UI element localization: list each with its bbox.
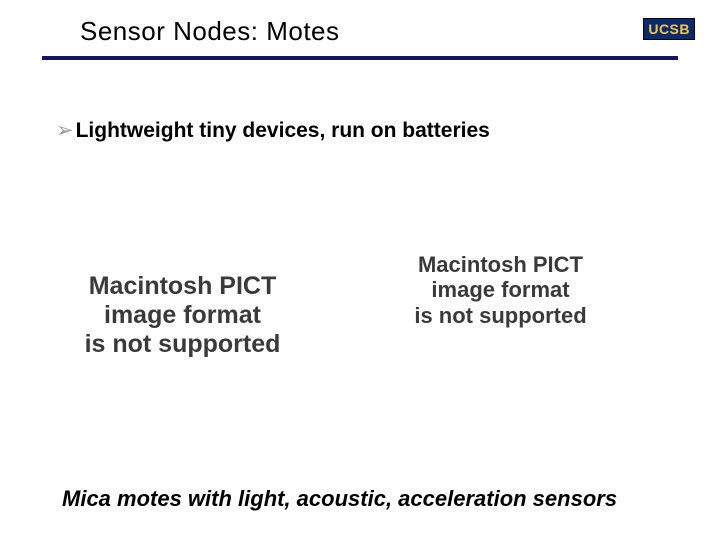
- chevron-icon: ➢: [56, 118, 74, 143]
- pict-line: is not supported: [60, 330, 305, 359]
- ucsb-logo: UCSB: [643, 18, 695, 40]
- pict-placeholder-left: Macintosh PICT image format is not suppo…: [60, 272, 305, 358]
- slide: Sensor Nodes: Motes UCSB ➢ Lightweight t…: [0, 0, 720, 540]
- title-row: Sensor Nodes: Motes UCSB: [0, 16, 720, 52]
- pict-placeholder-right: Macintosh PICT image format is not suppo…: [378, 252, 623, 328]
- bullet-text: Lightweight tiny devices, run on batteri…: [76, 119, 490, 143]
- pict-line: Macintosh PICT: [60, 272, 305, 301]
- bullet-row: ➢ Lightweight tiny devices, run on batte…: [56, 118, 490, 143]
- pict-line: image format: [378, 277, 623, 302]
- pict-line: is not supported: [378, 303, 623, 328]
- pict-line: Macintosh PICT: [378, 252, 623, 277]
- slide-title: Sensor Nodes: Motes: [80, 16, 340, 47]
- pict-line: image format: [60, 301, 305, 330]
- title-divider: [42, 56, 678, 60]
- caption: Mica motes with light, acoustic, acceler…: [62, 486, 617, 512]
